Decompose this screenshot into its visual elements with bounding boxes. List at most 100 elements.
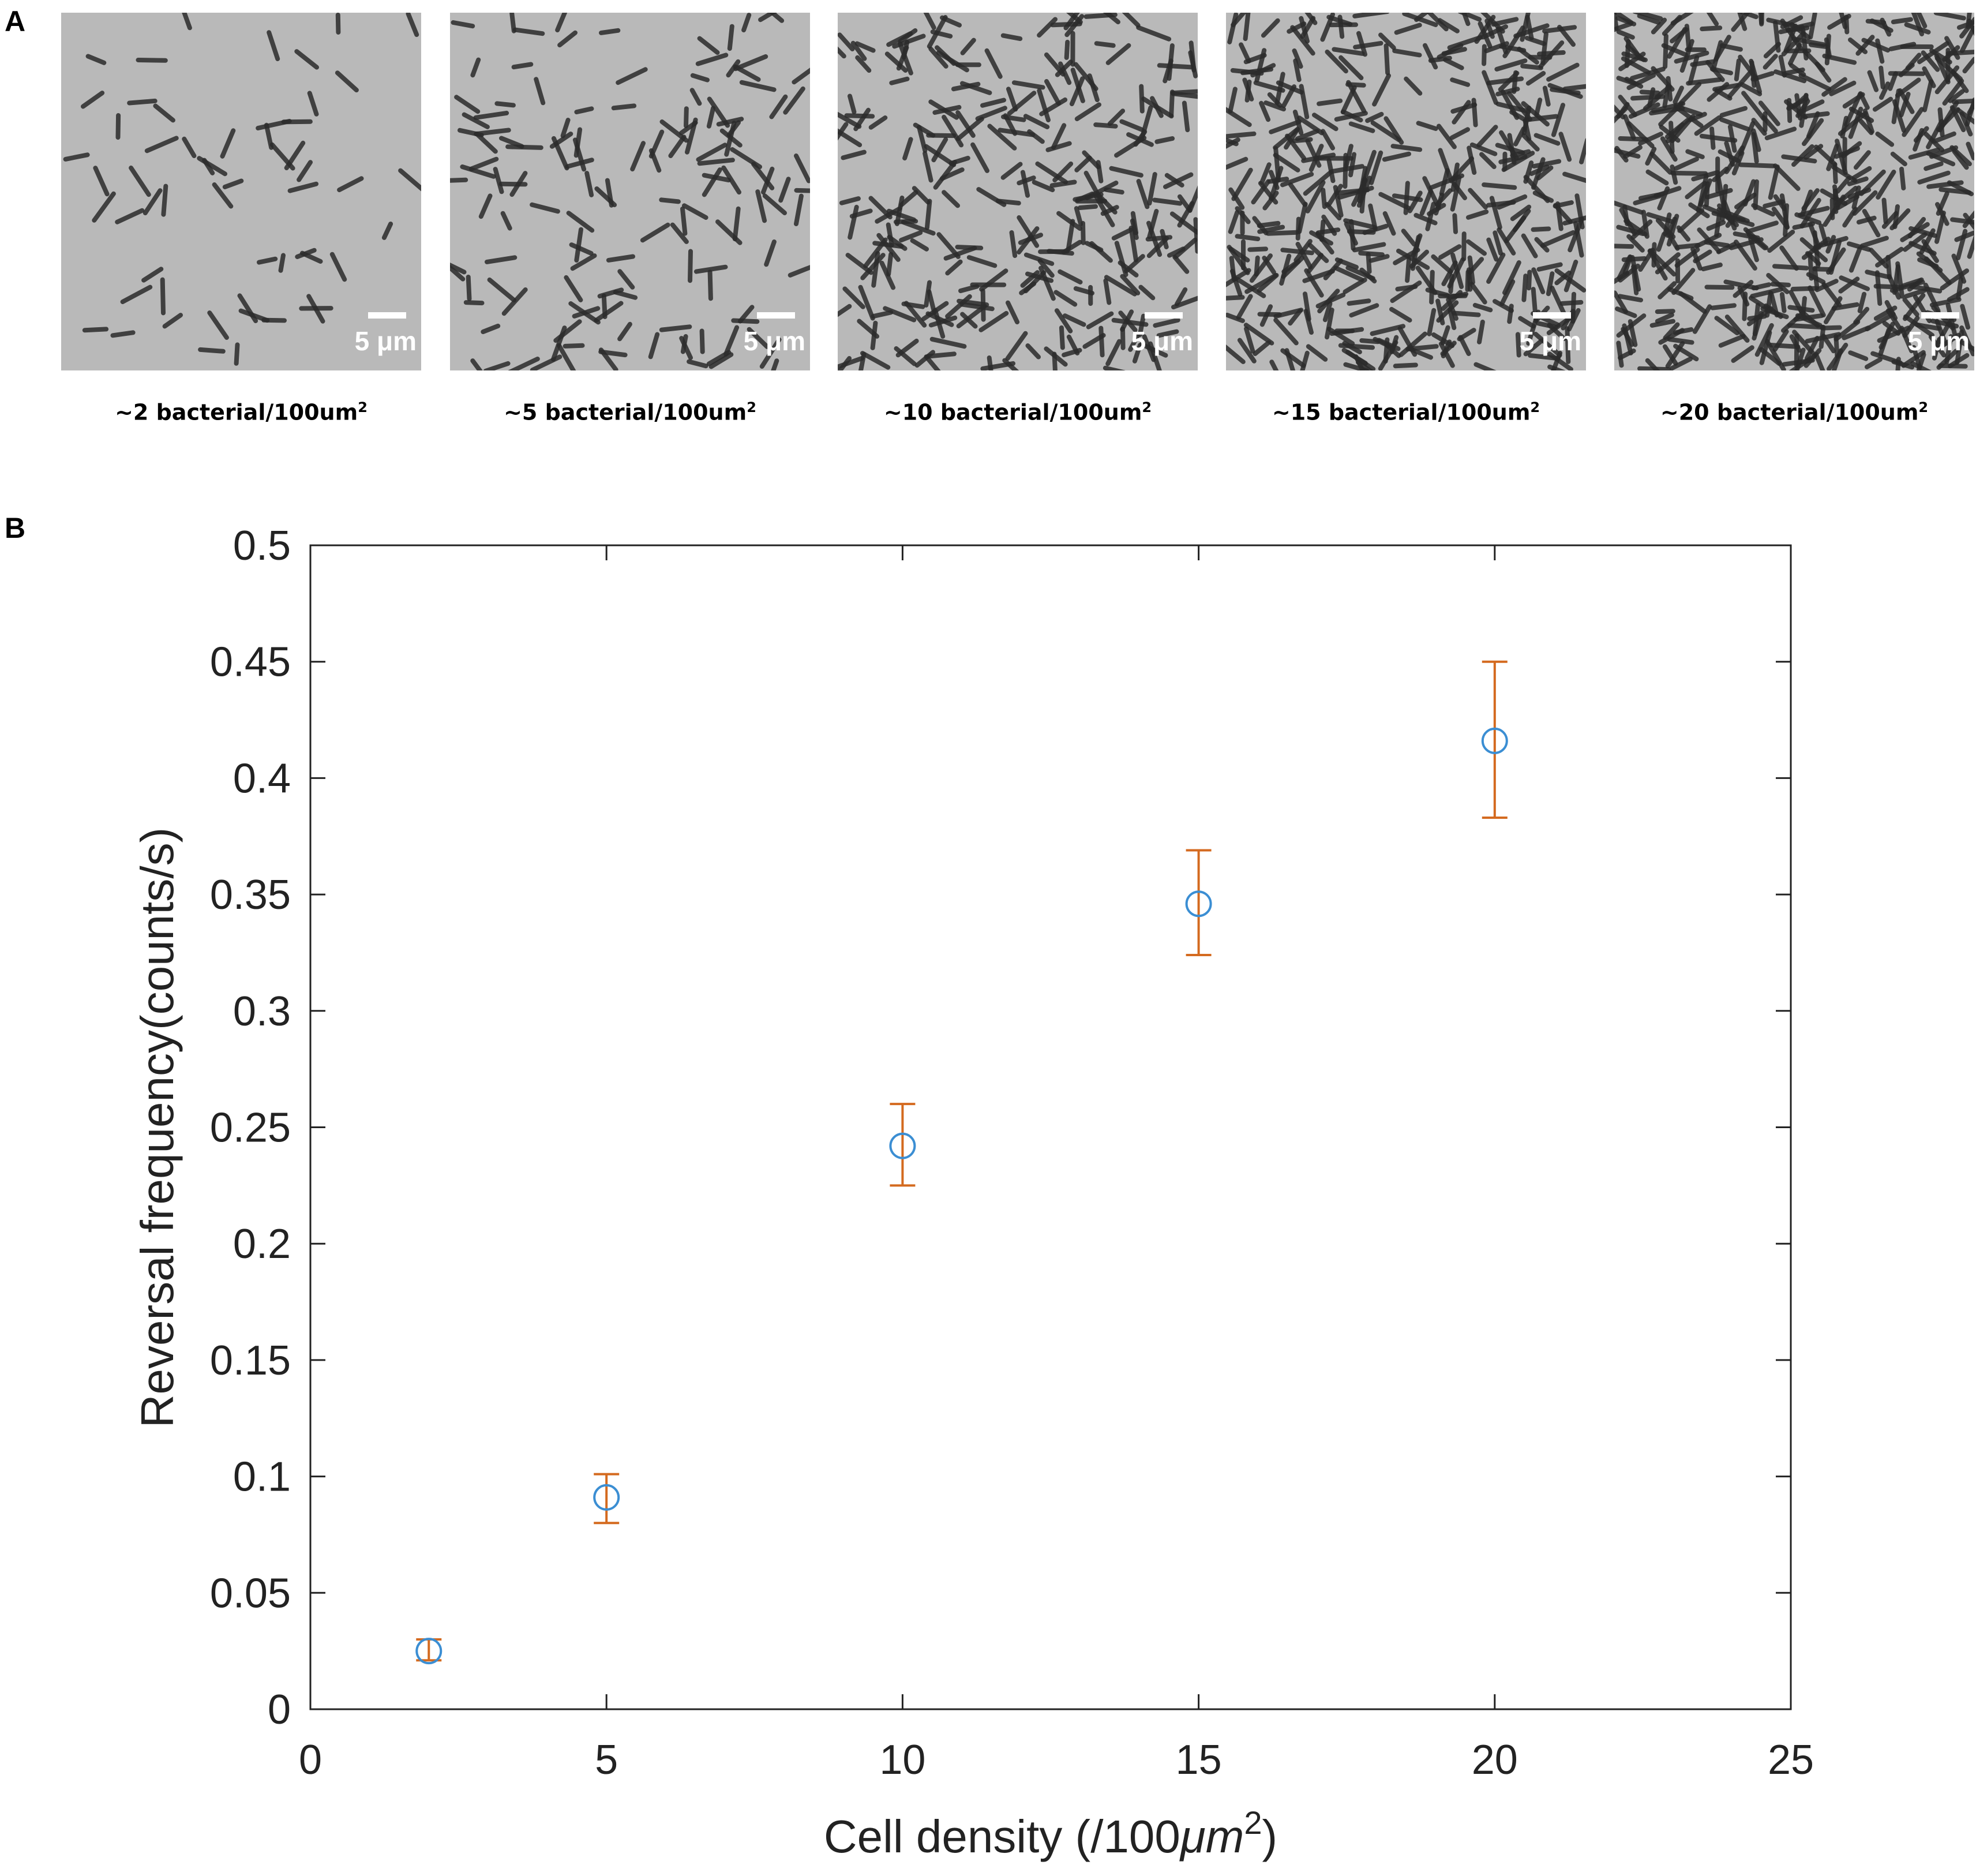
bacterium — [1253, 340, 1271, 356]
bacterium — [917, 125, 928, 153]
density-caption: ~2 bacterial/100um2 — [115, 399, 368, 425]
bacterium — [1039, 97, 1068, 117]
bacterium — [1139, 84, 1145, 114]
bacterium — [1486, 252, 1506, 284]
bacterium — [297, 160, 313, 182]
bacterium — [687, 359, 708, 369]
bacterium — [1940, 268, 1969, 291]
bacterium — [948, 156, 970, 166]
bacterium — [1881, 211, 1899, 229]
bacterium — [1276, 80, 1304, 95]
bacterium — [1835, 175, 1851, 194]
bacterium — [1900, 278, 1922, 289]
bacterium — [1907, 217, 1926, 238]
bacterium — [1345, 82, 1366, 88]
bacterium — [1742, 179, 1756, 207]
bacterium — [1259, 100, 1271, 122]
bacterium — [708, 352, 734, 369]
bacterium — [257, 256, 278, 265]
bacterium — [335, 13, 341, 35]
bacterium — [682, 203, 708, 220]
bacterium — [487, 277, 516, 303]
bacterium — [1633, 193, 1662, 205]
bacterium — [889, 76, 910, 85]
bacterium — [706, 106, 716, 129]
bacterium — [613, 290, 638, 300]
bacterium — [1670, 170, 1708, 176]
bacterium — [1829, 197, 1835, 220]
bacterium — [1447, 35, 1483, 50]
bacterium — [1334, 111, 1368, 122]
bacterium — [1865, 18, 1887, 25]
bacterium — [1751, 118, 1767, 136]
bacterium — [220, 128, 236, 159]
bacterium — [1409, 249, 1429, 269]
bacterium — [838, 111, 862, 129]
bacterium — [1923, 161, 1944, 171]
bacterium — [1290, 25, 1315, 56]
bacterium — [511, 62, 534, 70]
bacterium — [1114, 241, 1128, 277]
bacterium — [1322, 301, 1333, 323]
bacterium — [1956, 276, 1963, 300]
bacterium — [1638, 248, 1655, 272]
bacterium — [1452, 182, 1467, 200]
bacterium — [1902, 107, 1924, 137]
bacterium — [85, 54, 107, 65]
bacterium — [1171, 295, 1198, 310]
bacterium — [1346, 80, 1367, 114]
bacterium — [1792, 93, 1809, 109]
bacterium — [1746, 306, 1773, 327]
bacterium — [648, 148, 662, 173]
bacterium — [136, 58, 168, 63]
bacterium — [1922, 79, 1934, 113]
bacterium — [1839, 13, 1848, 29]
bacterium — [1111, 227, 1133, 241]
bacterium — [1795, 21, 1814, 30]
bacterium — [1551, 103, 1565, 137]
bacterium — [1621, 56, 1651, 75]
bacterium — [1491, 17, 1519, 27]
bacterium — [1967, 234, 1974, 259]
scatter-chart: 0 5 10 15 20 25 0 0.05 0.1 0.15 0.2 0.25 0.3 0.35 0.4 0… — [132, 523, 1814, 1862]
bacterium — [706, 350, 732, 366]
bacterium — [872, 241, 904, 249]
bacterium — [1025, 343, 1041, 360]
bacterium — [853, 107, 871, 132]
bacterium — [910, 238, 929, 252]
bacterium — [1570, 291, 1576, 324]
bacterium — [182, 136, 197, 158]
bacterium — [1297, 115, 1325, 136]
bacterium — [1235, 206, 1251, 224]
bacterium — [1120, 274, 1141, 295]
bacterium — [120, 284, 153, 304]
bacterium — [1269, 119, 1302, 134]
bacterium — [1737, 13, 1748, 31]
bacterium — [1625, 44, 1646, 62]
bacterium — [730, 147, 762, 170]
bacterium — [794, 153, 810, 184]
bacterium — [1665, 216, 1677, 238]
bacterium — [1960, 304, 1970, 330]
bacterium — [955, 245, 984, 250]
bacterium — [924, 144, 957, 167]
bacterium — [1916, 13, 1928, 29]
bacterium — [1273, 128, 1299, 150]
bacterium — [1875, 38, 1885, 64]
bacterium — [1780, 18, 1803, 51]
bacterium — [574, 106, 594, 115]
bacterium — [1469, 142, 1498, 156]
bacterium — [1853, 150, 1871, 170]
bacterium — [1954, 230, 1974, 242]
bacterium — [1472, 302, 1493, 313]
bacterium — [1066, 334, 1080, 355]
bacterium — [1694, 233, 1722, 249]
bacterium — [1855, 35, 1875, 56]
bacterium — [1628, 319, 1638, 347]
bacterium — [945, 259, 963, 276]
bacterium — [838, 32, 855, 51]
bacterium — [1660, 136, 1678, 162]
bacterium — [1962, 210, 1974, 229]
bacterium — [1411, 233, 1423, 258]
bacterium — [855, 55, 872, 73]
